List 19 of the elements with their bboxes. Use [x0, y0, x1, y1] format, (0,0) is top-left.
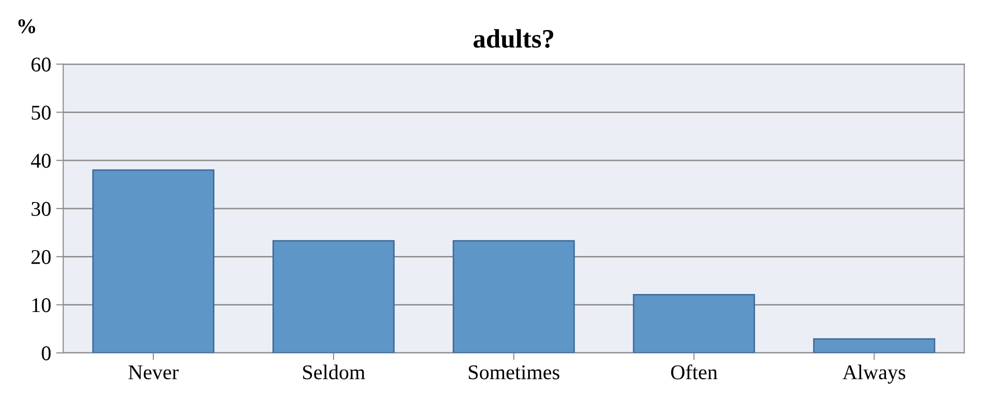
chart-title: adults?	[474, 29, 554, 48]
x-tick-label: Sometimes	[468, 365, 560, 380]
y-tick-label: 30	[32, 202, 51, 216]
y-tick-label: 60	[31, 58, 51, 72]
bar	[92, 169, 214, 353]
x-tick-label: Often	[671, 364, 718, 380]
bar	[813, 338, 936, 353]
x-tick-label: Seldom	[303, 364, 366, 380]
bar	[272, 240, 395, 353]
y-tick-label: 50	[32, 106, 51, 120]
y-tick-label: 0	[42, 346, 51, 360]
y-tick-label: 10	[32, 298, 51, 312]
x-tick-label: Never	[128, 366, 179, 380]
y-tick-label: 40	[31, 154, 51, 168]
bar	[632, 294, 756, 353]
bar	[452, 240, 575, 353]
y-axis-title: %	[18, 19, 36, 34]
x-tick-label: Always	[842, 364, 906, 384]
y-tick-label: 20	[32, 250, 51, 264]
